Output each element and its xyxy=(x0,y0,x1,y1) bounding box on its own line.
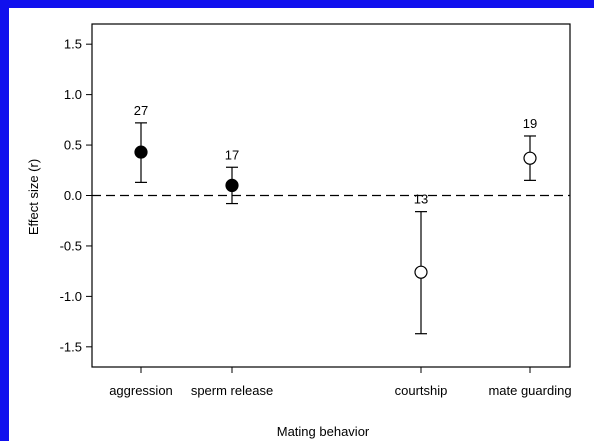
x-tick-label: mate guarding xyxy=(488,383,571,398)
y-axis-title: Effect size (r) xyxy=(26,159,41,235)
y-tick-label: 1.0 xyxy=(64,87,82,102)
point-marker xyxy=(225,178,239,193)
x-tick-label: aggression xyxy=(109,383,173,398)
sample-size-label: 19 xyxy=(523,116,537,131)
y-tick-label: -1.5 xyxy=(60,339,82,354)
sample-size-label: 27 xyxy=(134,103,148,118)
point-marker xyxy=(523,151,537,165)
y-tick-label: -0.5 xyxy=(60,238,82,253)
x-tick-label: sperm release xyxy=(191,383,273,398)
data-points: 27 17 13 19 xyxy=(134,103,537,335)
blue-frame-left xyxy=(0,0,9,441)
y-tick-label: -1.0 xyxy=(60,289,82,304)
sample-size-label: 17 xyxy=(225,147,239,162)
y-tick-label: 0.0 xyxy=(64,188,82,203)
point-marker xyxy=(414,265,428,279)
y-axis-ticks: 1.5 1.0 0.5 0.0 -0.5 -1.0 -1.5 xyxy=(60,37,92,354)
point-marker xyxy=(134,145,148,159)
y-tick-label: 0.5 xyxy=(64,138,82,153)
blue-frame-top xyxy=(0,0,594,8)
x-axis-title: Mating behavior xyxy=(277,424,370,439)
sample-size-label: 13 xyxy=(414,192,428,207)
x-axis-ticks: aggression sperm release courtship mate gua… xyxy=(109,367,572,398)
x-tick-label: courtship xyxy=(395,383,448,398)
y-tick-label: 1.5 xyxy=(64,37,82,52)
